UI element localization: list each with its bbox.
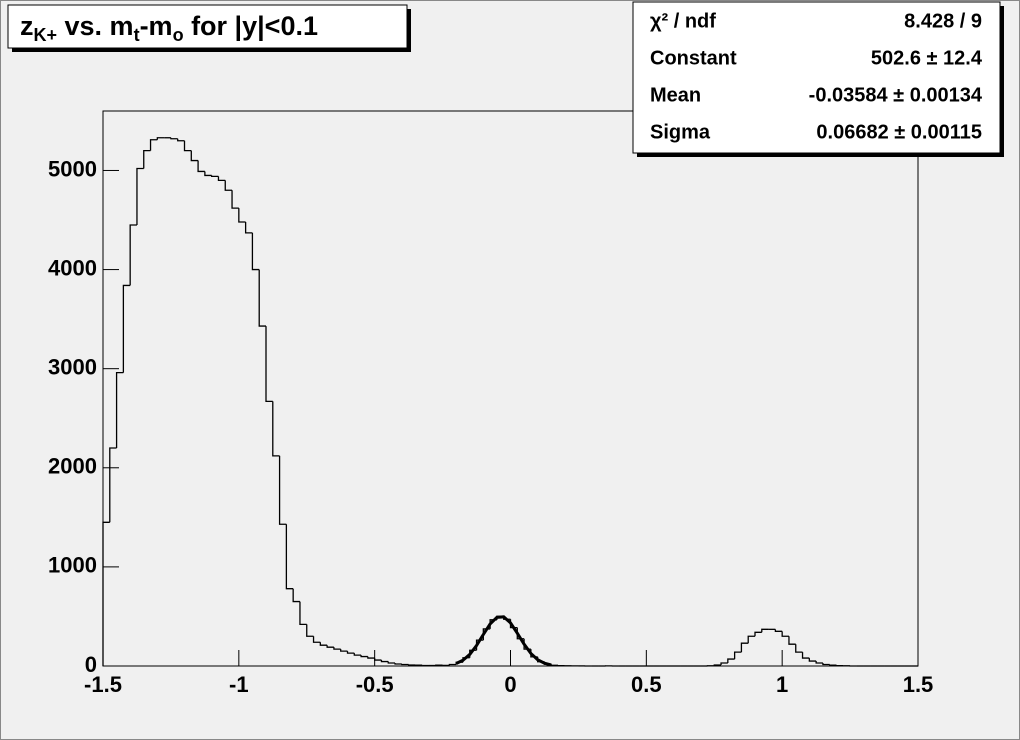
y-tick-label: 4000 xyxy=(48,255,97,280)
histogram-bin xyxy=(774,629,783,632)
histogram-bin xyxy=(387,661,396,664)
title-part: vs. m xyxy=(57,11,134,41)
histogram-bin xyxy=(795,644,803,653)
histogram-bin xyxy=(149,139,158,151)
y-tick-label: 0 xyxy=(85,652,97,677)
histogram-bin xyxy=(319,642,328,646)
title-part: o xyxy=(173,25,184,45)
histogram-bin xyxy=(129,224,137,286)
histogram-bin xyxy=(143,149,151,169)
histogram-bin xyxy=(380,660,389,663)
title-box xyxy=(7,4,408,49)
histogram-bin xyxy=(333,647,341,650)
histogram-bin xyxy=(285,524,294,590)
histogram-bin xyxy=(251,232,260,271)
x-tick-label: 1 xyxy=(776,672,788,697)
stat-value: -0.03584 ± 0.00134 xyxy=(809,84,983,106)
chart-title: zK+ vs. mt-mo for |y|<0.1 xyxy=(20,11,318,45)
x-tick-label: -1 xyxy=(229,672,249,697)
histogram-bin xyxy=(353,653,362,656)
histogram-bin xyxy=(326,645,334,648)
histogram-bin xyxy=(822,663,830,666)
histogram-bin xyxy=(747,635,755,644)
fit-curve xyxy=(455,615,552,667)
histogram-bin xyxy=(829,664,837,666)
title-part: for |y|<0.1 xyxy=(184,11,318,41)
title-part: z xyxy=(20,11,34,41)
histogram-bin xyxy=(720,662,728,666)
histogram-bin xyxy=(190,150,199,162)
histogram-bin xyxy=(788,636,796,645)
y-tick-label: 1000 xyxy=(48,553,97,578)
histogram-bin xyxy=(733,651,742,660)
histogram-bin xyxy=(815,661,823,664)
title-part: t xyxy=(134,25,140,45)
histogram-bin xyxy=(306,624,314,637)
histogram-bin xyxy=(292,588,300,603)
y-tick-label: 3000 xyxy=(48,354,97,379)
stat-label: Mean xyxy=(650,84,701,106)
stat-label: χ² / ndf xyxy=(650,10,716,32)
plot-area: 0 1000 2000 3000 4000 5000 -1.5 -1 -0.5 0 0.5 1 1.5 xyxy=(48,137,934,697)
histogram-bin xyxy=(183,140,192,152)
histogram-bin xyxy=(217,176,226,182)
stat-label: Sigma xyxy=(650,121,711,143)
histogram-bin xyxy=(448,663,457,666)
histogram-bin xyxy=(278,455,287,525)
histogram-bin xyxy=(727,658,735,664)
histogram-bin xyxy=(761,628,769,633)
histogram-bin xyxy=(367,656,375,659)
histogram-bin xyxy=(258,269,266,327)
stats-box xyxy=(632,1,1001,154)
histogram-bin xyxy=(340,649,348,652)
histogram-bin xyxy=(374,658,382,661)
histogram-bin xyxy=(312,636,321,643)
histogram-bin xyxy=(238,208,246,223)
histogram-bin xyxy=(346,651,355,654)
histogram-bin xyxy=(754,631,762,637)
histogram-bin xyxy=(740,642,749,653)
x-tick-label: 1.5 xyxy=(903,672,934,697)
x-tick-label: -0.5 xyxy=(356,672,394,697)
histogram-bin xyxy=(177,138,185,142)
histogram-bin xyxy=(299,601,307,626)
histogram-bin xyxy=(197,160,205,173)
y-tick-label: 5000 xyxy=(48,156,97,181)
histogram-bin xyxy=(136,167,144,225)
histogram-bin xyxy=(244,222,253,234)
histogram-bin xyxy=(394,663,402,665)
histogram-bin xyxy=(231,190,239,209)
y-tick-label: 2000 xyxy=(48,454,97,479)
plot-frame xyxy=(102,110,919,667)
histogram-bin xyxy=(115,371,124,448)
stats: χ² / ndf 8.428 / 9 Constant 502.6 ± 12.4 Mea… xyxy=(650,10,983,143)
histogram-bin xyxy=(272,401,280,457)
stat-value: 0.06682 ± 0.00115 xyxy=(816,121,982,143)
histogram-bin xyxy=(801,652,810,659)
title-part: -m xyxy=(140,11,173,41)
histogram-bin xyxy=(170,137,178,140)
histogram-bin xyxy=(265,326,273,403)
x-tick-label: 0.5 xyxy=(631,672,662,697)
stat-label: Constant xyxy=(650,47,737,69)
histogram-bin xyxy=(713,664,722,666)
title-part: K+ xyxy=(34,25,58,45)
histogram-bin xyxy=(781,631,789,637)
histogram-bin xyxy=(224,180,233,191)
histogram-bin xyxy=(211,175,219,178)
stat-value: 8.428 / 9 xyxy=(904,10,982,32)
x-tick-label: -1.5 xyxy=(84,672,122,697)
histogram-bin xyxy=(122,284,131,373)
x-tick-label: 0 xyxy=(504,672,516,697)
histogram-bin xyxy=(102,521,110,666)
histogram-bin xyxy=(156,137,165,140)
histogram-bin xyxy=(109,447,117,523)
stat-value: 502.6 ± 12.4 xyxy=(871,47,983,69)
histogram-bin xyxy=(204,171,212,177)
histogram-bin xyxy=(808,658,817,662)
histogram-bin xyxy=(360,655,368,658)
